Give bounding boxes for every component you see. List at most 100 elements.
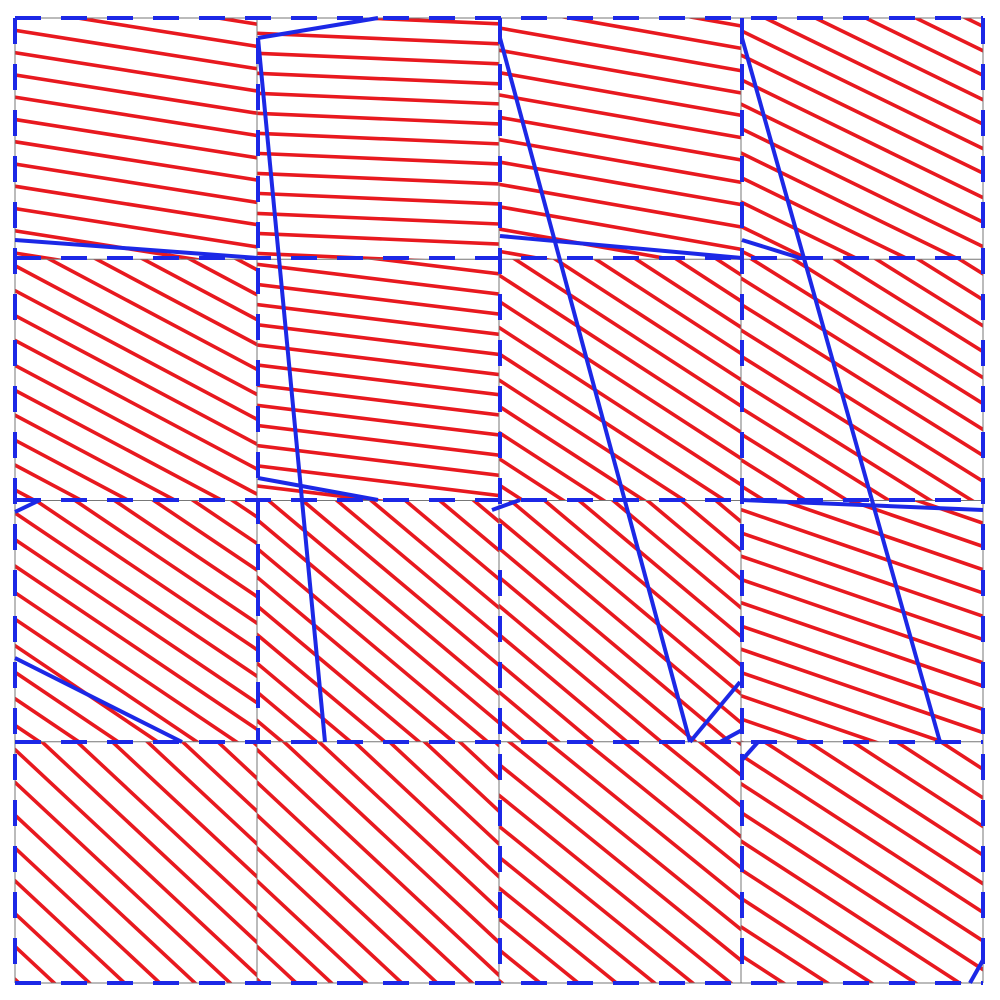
hatch-line xyxy=(15,943,57,983)
hatch-line xyxy=(15,184,257,227)
hatch-line xyxy=(499,545,733,742)
hatch-line xyxy=(71,500,257,626)
hatch-line xyxy=(257,111,499,126)
boundary-segment xyxy=(499,234,743,260)
hatch-line xyxy=(59,115,400,296)
hatch-line xyxy=(741,28,983,151)
hatch-line xyxy=(15,117,257,160)
hatch-line xyxy=(257,302,499,337)
hatch-line xyxy=(610,500,741,611)
hatch-line xyxy=(164,555,543,602)
hatch-line xyxy=(678,500,741,553)
hatch-line xyxy=(741,554,983,642)
boundary-segment xyxy=(14,656,183,744)
hatch-line xyxy=(741,530,983,619)
hatch-line xyxy=(186,259,257,297)
boundary-segment xyxy=(256,37,327,743)
hatch-line xyxy=(741,867,919,983)
hatch-line xyxy=(92,259,257,347)
hatch-line xyxy=(281,741,499,945)
hatch-line xyxy=(741,670,948,742)
hatch-line xyxy=(15,263,257,397)
hatch-line xyxy=(193,0,574,7)
hatch-line xyxy=(741,624,983,712)
hatch-line xyxy=(499,517,741,726)
hatch-line xyxy=(741,896,875,983)
hatch-line xyxy=(844,500,983,549)
hatch-line xyxy=(499,792,734,983)
hatch-line xyxy=(257,51,499,66)
hatch-line xyxy=(257,812,440,983)
hatch-line xyxy=(735,741,741,747)
hatch-line xyxy=(741,781,983,944)
boundary-segment xyxy=(14,238,259,260)
boundary-segment xyxy=(498,37,692,743)
hatch-line xyxy=(0,0,351,17)
hatch-tile-r2-c3 xyxy=(499,259,741,501)
hatch-line xyxy=(421,741,499,814)
hatch-line xyxy=(811,18,983,102)
hatch-line xyxy=(499,299,741,461)
hatch-line xyxy=(499,689,562,742)
hatch-line xyxy=(257,71,499,86)
hatch-line xyxy=(257,878,370,983)
hatch-line xyxy=(576,500,741,639)
hatch-line xyxy=(45,259,257,372)
hatch-line xyxy=(257,779,475,983)
hatch-line xyxy=(911,18,983,53)
hatch-line xyxy=(849,741,983,829)
hatch-line xyxy=(741,302,983,458)
hatch-line xyxy=(15,228,207,260)
hatch-tile-r3-c2 xyxy=(257,500,499,742)
hatch-line xyxy=(257,943,299,983)
hatch-line xyxy=(48,134,389,315)
hatch-line xyxy=(257,517,499,726)
hatch-line xyxy=(257,31,499,46)
hatch-line xyxy=(111,500,257,599)
hatch-tile-r4-c3 xyxy=(333,741,741,1000)
hatch-line xyxy=(499,482,527,501)
hatch-line xyxy=(257,363,499,397)
hatch-line xyxy=(15,438,133,501)
hatch-line xyxy=(499,160,741,207)
hatch-line xyxy=(257,423,499,458)
hatch-line xyxy=(316,741,499,913)
hatch-line xyxy=(15,670,122,742)
hatch-line xyxy=(257,545,491,742)
hatch-line xyxy=(499,351,729,501)
hatch-line xyxy=(761,18,983,127)
hatch-line xyxy=(544,741,741,901)
hatch-line xyxy=(15,723,43,742)
hatch-line xyxy=(605,427,932,631)
hatch-line xyxy=(15,845,163,983)
hatch-line xyxy=(592,259,741,356)
hatch-line xyxy=(748,259,983,406)
hatch-line xyxy=(499,916,582,983)
hatch-line xyxy=(15,413,180,501)
hatch-line xyxy=(741,431,851,501)
hatch-line xyxy=(150,500,257,573)
hatch-line xyxy=(741,693,881,742)
hatch-line xyxy=(499,325,741,487)
hatch-line xyxy=(257,231,499,246)
hatch-line xyxy=(15,812,198,983)
hatch-line xyxy=(741,577,983,665)
hatch-line xyxy=(257,191,499,206)
hatch-line xyxy=(499,26,741,73)
hatch-line xyxy=(15,510,257,679)
hatch-line xyxy=(257,660,354,742)
hatch-line xyxy=(15,338,257,472)
hatch-line xyxy=(741,175,913,260)
hatch-line xyxy=(257,689,320,742)
hatch-line xyxy=(741,457,810,501)
hatch-line xyxy=(333,908,636,1000)
boundary-segment xyxy=(491,498,521,512)
hatch-line xyxy=(499,456,567,501)
hatch-line xyxy=(457,741,499,781)
hatch-line xyxy=(741,126,983,249)
hatch-line xyxy=(257,171,499,186)
hatch-line xyxy=(776,500,983,572)
boundary-segment xyxy=(740,740,760,762)
hatch-line xyxy=(257,322,499,357)
